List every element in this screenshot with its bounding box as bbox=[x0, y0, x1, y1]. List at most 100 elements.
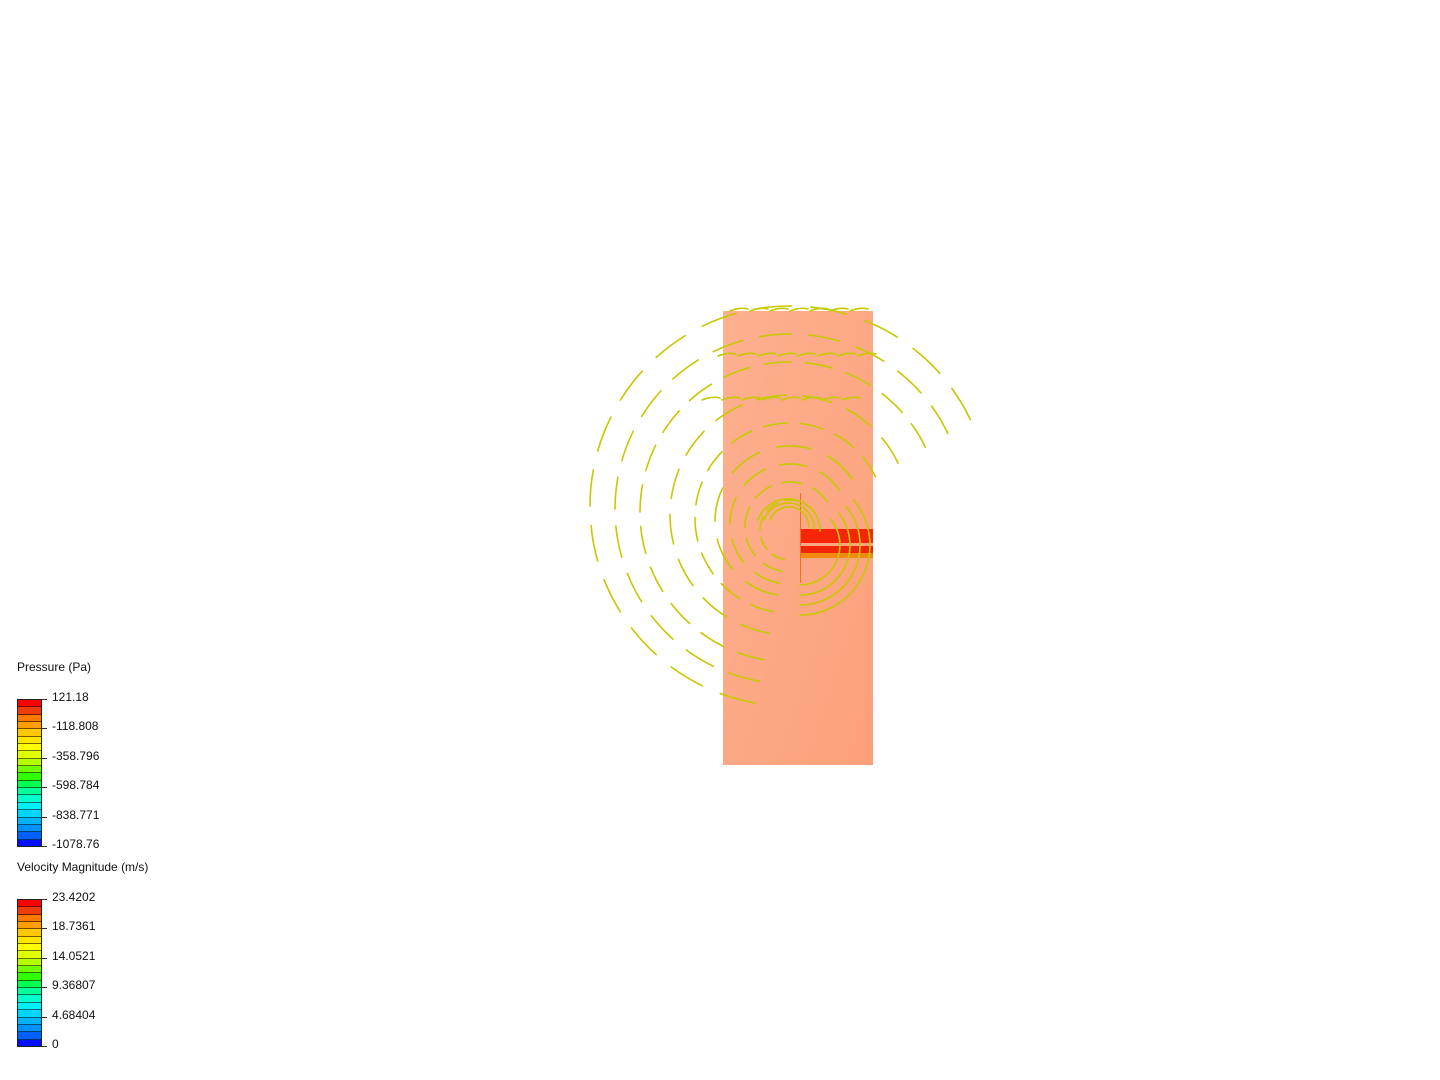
streamline bbox=[669, 513, 675, 545]
streamline bbox=[695, 481, 703, 506]
colorbar-band bbox=[18, 802, 41, 811]
colorbar-band bbox=[18, 773, 41, 781]
colorbar-tick-label: -1078.76 bbox=[52, 837, 100, 851]
streamline bbox=[769, 307, 789, 312]
streamline bbox=[645, 444, 657, 472]
streamline bbox=[630, 627, 657, 656]
streamline bbox=[701, 312, 737, 327]
colorbar-band bbox=[18, 1024, 41, 1033]
streamline bbox=[715, 404, 743, 422]
colorbar-tick-label: 14.0521 bbox=[52, 948, 96, 963]
streamline bbox=[829, 307, 849, 312]
streamline bbox=[670, 602, 691, 625]
colorbar-band bbox=[18, 988, 41, 996]
streamline bbox=[757, 352, 777, 357]
streamline bbox=[649, 566, 664, 593]
streamline bbox=[685, 649, 715, 668]
streamline bbox=[763, 502, 816, 530]
colorbar-band bbox=[18, 900, 41, 908]
colorbar-tick bbox=[42, 1046, 47, 1047]
streamline bbox=[716, 538, 734, 570]
colorbar-tick-label: 4.68404 bbox=[52, 1007, 96, 1022]
streamline bbox=[729, 496, 737, 525]
colorbar-band bbox=[18, 951, 41, 959]
streamline bbox=[910, 423, 927, 448]
colorbar-band bbox=[18, 722, 41, 730]
streamline bbox=[700, 552, 714, 575]
colorbar-band bbox=[18, 966, 41, 974]
streamline bbox=[817, 352, 837, 357]
streamline bbox=[826, 455, 853, 480]
colorbar-tick-label: -838.771 bbox=[52, 807, 100, 822]
streamline bbox=[731, 451, 761, 474]
streamline bbox=[590, 524, 599, 562]
streamline bbox=[776, 445, 812, 450]
streamline bbox=[862, 456, 877, 478]
colorbar-tick-label: 23.4202 bbox=[52, 890, 96, 904]
streamline bbox=[760, 536, 768, 551]
colorbar-tick bbox=[42, 757, 47, 759]
streamline bbox=[763, 361, 792, 366]
streamline bbox=[614, 476, 619, 510]
streamline bbox=[737, 352, 757, 357]
streamline bbox=[754, 485, 773, 499]
colorbar-band bbox=[18, 788, 41, 796]
streamline bbox=[801, 396, 821, 401]
streamline bbox=[700, 631, 725, 648]
streamline bbox=[639, 525, 647, 555]
colorbar-band bbox=[18, 707, 41, 715]
streamline bbox=[744, 506, 751, 528]
colorbar-tick bbox=[42, 846, 47, 847]
streamline bbox=[626, 572, 643, 603]
streamline bbox=[745, 537, 757, 557]
streamline bbox=[650, 615, 674, 640]
streamline bbox=[596, 416, 612, 452]
streamline bbox=[781, 481, 804, 485]
streamline bbox=[603, 578, 622, 613]
streamline bbox=[810, 306, 848, 315]
streamline bbox=[741, 396, 761, 401]
streamline bbox=[702, 597, 728, 618]
streamline bbox=[677, 558, 694, 587]
streamline bbox=[799, 499, 871, 616]
streamline bbox=[619, 370, 644, 401]
streamline bbox=[694, 516, 699, 542]
streamline bbox=[739, 623, 770, 634]
streamline bbox=[881, 437, 899, 464]
streamline bbox=[777, 352, 797, 357]
colorbar-band bbox=[18, 736, 41, 745]
colorbar-band bbox=[18, 929, 41, 937]
streamline bbox=[672, 359, 700, 380]
colorbar-tick-label: 121.18 bbox=[52, 690, 89, 704]
colorbar-tick bbox=[42, 787, 47, 789]
colorbar-band bbox=[18, 1032, 41, 1040]
colorbar-band bbox=[18, 729, 41, 737]
streamline bbox=[857, 352, 877, 357]
streamline bbox=[720, 582, 741, 600]
streamline bbox=[717, 352, 737, 357]
streamline bbox=[706, 450, 723, 472]
colorbar-tick-label: -118.808 bbox=[52, 719, 99, 734]
streamline bbox=[621, 430, 635, 462]
inlet-pipe-lower bbox=[801, 546, 873, 553]
streamline bbox=[930, 405, 949, 435]
streamline bbox=[837, 352, 857, 357]
streamline bbox=[757, 498, 821, 532]
streamline bbox=[841, 396, 861, 401]
streamline bbox=[778, 463, 808, 468]
colorbar-band bbox=[18, 1039, 41, 1046]
streamline bbox=[640, 390, 662, 418]
colorbar-band bbox=[18, 980, 41, 989]
colorbar-band bbox=[18, 751, 41, 759]
streamline bbox=[809, 307, 829, 312]
colorbar-band bbox=[18, 973, 41, 981]
colorbar-band bbox=[18, 817, 41, 825]
velocity-legend-title: Velocity Magnitude (m/s) bbox=[17, 860, 149, 874]
streamline bbox=[685, 430, 705, 456]
colorbar-band bbox=[18, 1010, 41, 1018]
streamline bbox=[807, 334, 841, 342]
colorbar-tick bbox=[42, 928, 47, 930]
streamline bbox=[756, 394, 788, 401]
colorbar-tick bbox=[42, 728, 47, 730]
